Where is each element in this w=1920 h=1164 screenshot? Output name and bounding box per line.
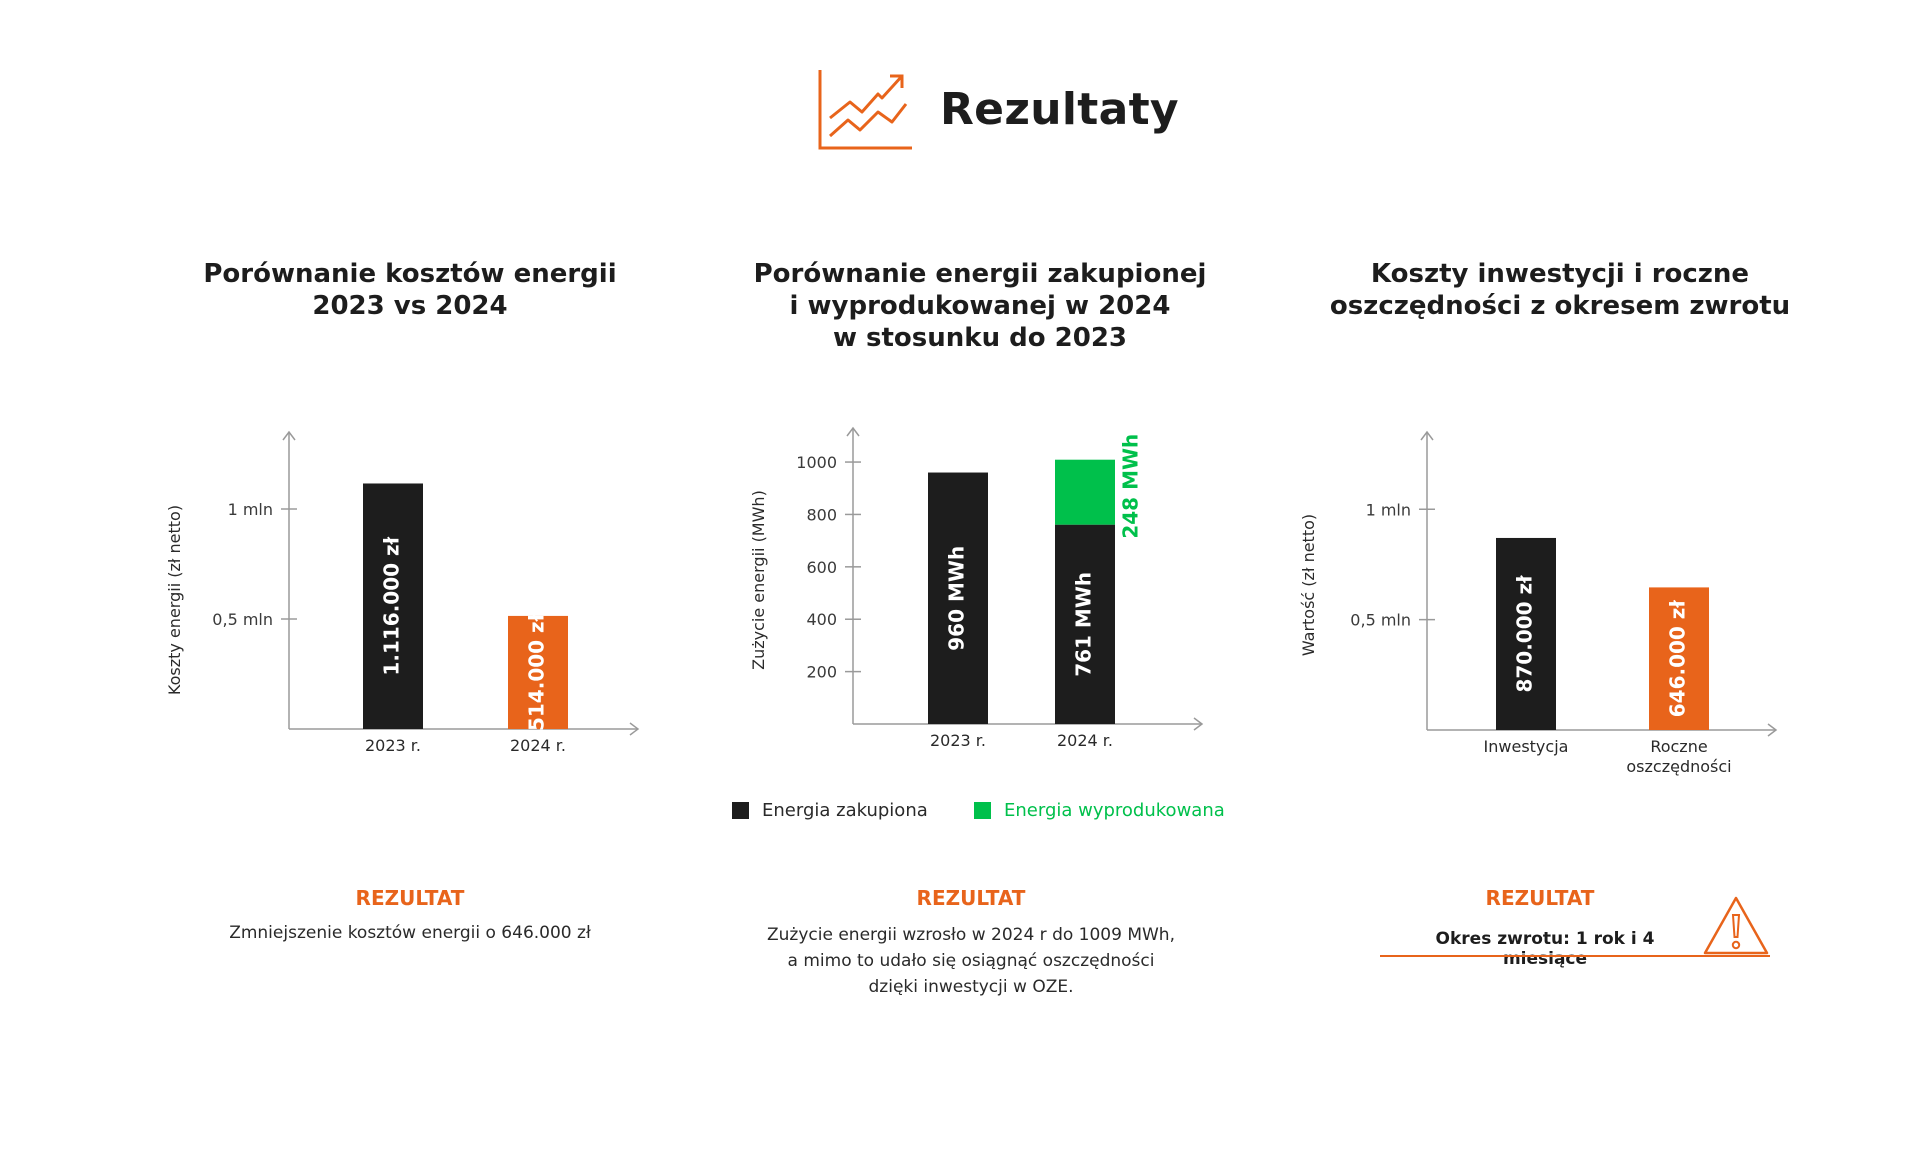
bar — [508, 615, 568, 729]
legend-label: Energia wyprodukowana — [1004, 800, 1225, 821]
x-tick-label: 2023 r. — [365, 736, 421, 755]
y-tick-label: 0,5 mln — [212, 610, 273, 629]
chart-3-title: Koszty inwestycji i roczne oszczędności … — [1329, 259, 1791, 321]
y-tick-label: 600 — [806, 558, 837, 577]
legend-swatch-produced — [974, 802, 991, 819]
result-heading: REZULTAT — [355, 886, 465, 910]
bar-value-label: 646.000 zł — [1666, 600, 1690, 718]
bar-value-label: 514.000 zł — [525, 613, 549, 731]
result-text: Zmniejszenie kosztów energii o 646.000 z… — [229, 923, 591, 943]
chart-2-title: Porównanie energii zakupionej i wyproduk… — [753, 259, 1207, 353]
y-axis-label: Wartość (zł netto) — [1299, 514, 1318, 656]
x-tick-label: Roczne — [1650, 737, 1707, 756]
payback-box: Okres zwrotu: 1 rok i 4 miesiące — [1380, 895, 1770, 969]
x-tick-label: oszczędności — [1626, 757, 1731, 776]
y-axis-arrow — [846, 426, 860, 437]
x-tick-label: 2024 r. — [1057, 731, 1113, 750]
rising-chart-icon — [818, 70, 912, 150]
y-tick-label: 1 mln — [228, 500, 273, 519]
bar — [1496, 537, 1556, 730]
x-tick-label: 2023 r. — [930, 731, 986, 750]
bar-segment — [1055, 524, 1115, 724]
y-tick-label: 1 mln — [1366, 500, 1411, 519]
y-tick-label: 1000 — [796, 453, 837, 472]
bar-value-label: 1.116.000 zł — [380, 536, 404, 675]
bar-segment — [1055, 459, 1115, 525]
y-tick-label: 0,5 mln — [1350, 611, 1411, 630]
result-text: Zużycie energii wzrosło w 2024 r do 1009… — [767, 925, 1175, 997]
y-axis-label: Koszty energii (zł netto) — [165, 505, 184, 695]
y-axis-arrow — [282, 430, 296, 441]
result-heading: REZULTAT — [1485, 886, 1595, 910]
warning-icon — [1703, 896, 1769, 955]
payback-underline — [1380, 955, 1770, 957]
bar-segment — [928, 472, 988, 724]
legend-swatch-purchased — [732, 802, 749, 819]
y-axis-arrow — [1420, 430, 1434, 441]
y-axis-label: Zużycie energii (MWh) — [749, 490, 768, 670]
x-axis-arrow — [629, 722, 640, 736]
x-tick-label: 2024 r. — [510, 736, 566, 755]
bar — [363, 483, 423, 729]
y-tick-label: 400 — [806, 610, 837, 629]
legend-label: Energia zakupiona — [762, 800, 928, 821]
y-tick-label: 200 — [806, 663, 837, 682]
bar — [1649, 587, 1709, 730]
bar-value-label: 761 MWh — [1072, 572, 1096, 677]
bar-value-label: 960 MWh — [945, 546, 969, 651]
bar-value-label: 870.000 zł — [1513, 575, 1537, 693]
payback-text: Okres zwrotu: 1 rok i 4 miesiące — [1435, 929, 1655, 969]
y-tick-label: 800 — [806, 505, 837, 524]
x-tick-label: Inwestycja — [1484, 737, 1569, 756]
page-header: Rezultaty — [0, 60, 1920, 160]
bar-value-label: 248 MWh — [1119, 434, 1143, 539]
chart-1-title: Porównanie kosztów energii 2023 vs 2024 — [203, 259, 617, 321]
x-axis-arrow — [1193, 717, 1204, 731]
x-axis-arrow — [1767, 723, 1778, 737]
page-title: Rezultaty — [940, 84, 1179, 135]
chart-2-legend: Energia zakupiona Energia wyprodukowana — [732, 800, 1232, 824]
result-heading: REZULTAT — [916, 886, 1026, 910]
